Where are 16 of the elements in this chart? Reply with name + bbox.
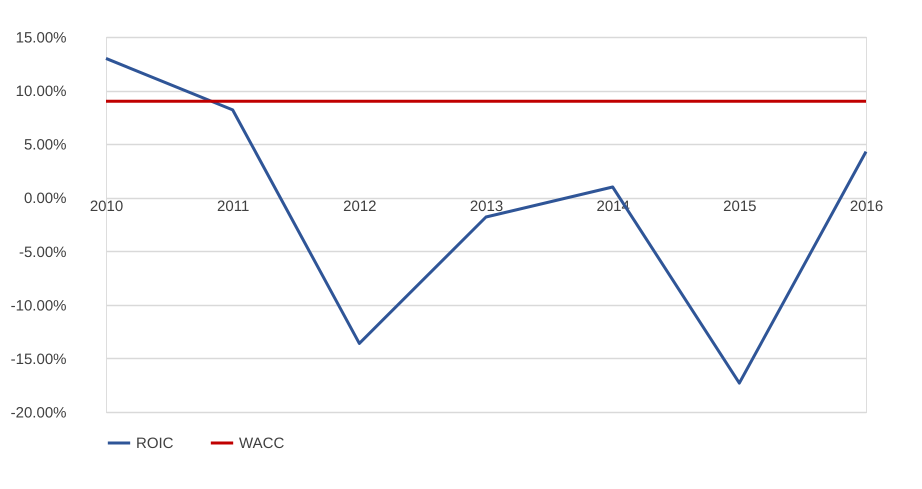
- y-tick-label: -10.00%: [10, 297, 66, 314]
- y-tick-label: -5.00%: [18, 244, 66, 261]
- y-tick-label: -20.00%: [10, 404, 66, 422]
- y-tick-label: 15.00%: [16, 30, 66, 46]
- x-tick-label: 2012: [343, 198, 377, 216]
- x-tick-label: 2016: [850, 198, 884, 216]
- x-tick-label: 2011: [217, 198, 250, 216]
- y-tick-label: 10.00%: [16, 83, 66, 100]
- y-tick-label: 0.00%: [24, 190, 66, 208]
- legend-label: WACC: [239, 435, 284, 452]
- x-tick-label: 2015: [723, 198, 757, 216]
- y-tick-label: 5.00%: [24, 136, 66, 154]
- x-tick-label: 2010: [90, 198, 124, 216]
- y-tick-label: -15.00%: [10, 350, 66, 368]
- legend-label: ROIC: [136, 435, 174, 452]
- x-tick-label: 2013: [470, 198, 504, 216]
